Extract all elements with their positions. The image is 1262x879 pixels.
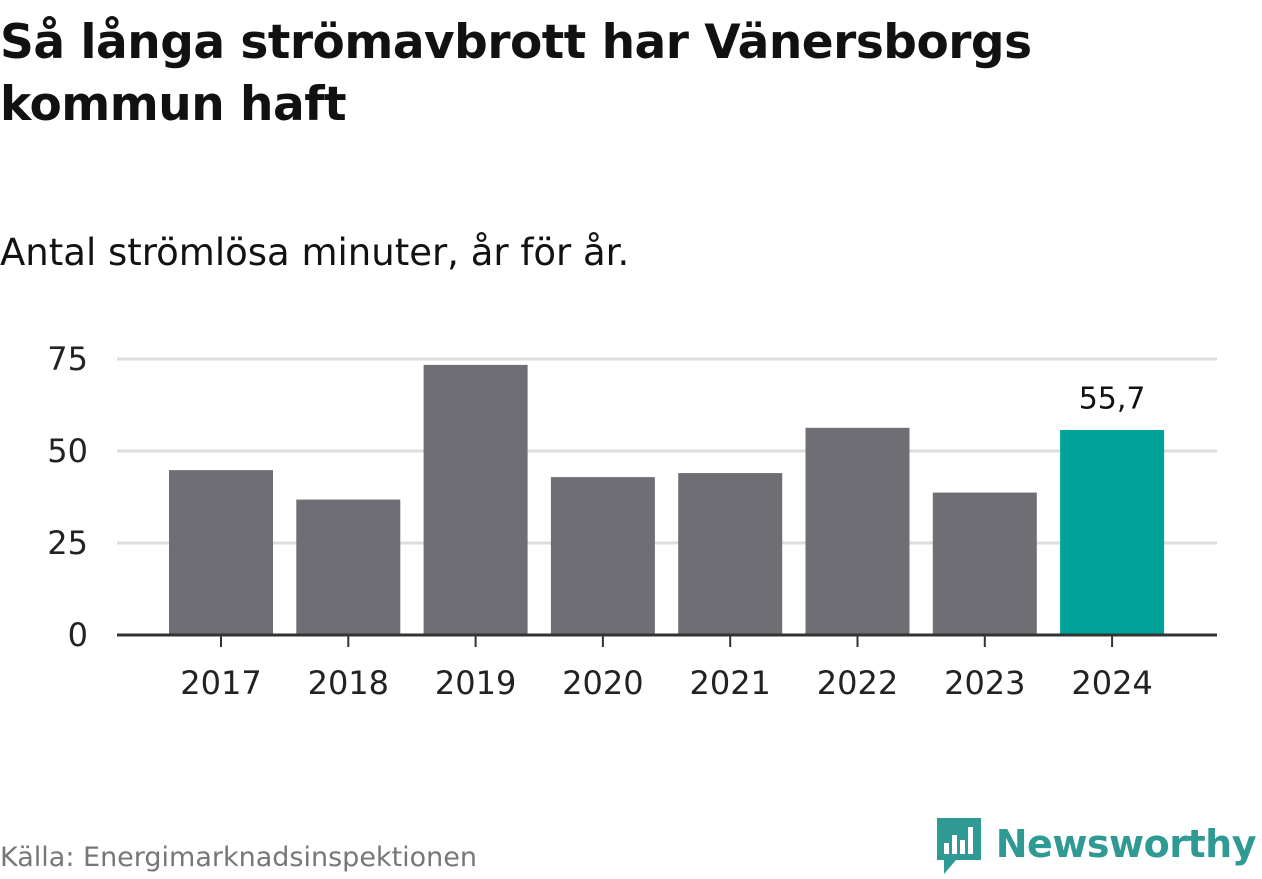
y-tick-label: 50 — [47, 432, 88, 470]
bar-chart: 0 25 50 75 2017 2018 2019 2020 2021 2022 2023 2024… — [47, 340, 1217, 702]
x-tick-label: 2021 — [689, 664, 770, 702]
data-labels: 55,7 — [1079, 382, 1146, 417]
bar-2020 — [550, 477, 655, 635]
brand: Newsworthy — [934, 816, 1257, 878]
x-axis-tick-labels: 2017 2018 2019 2020 2021 2022 2023 2024 — [180, 664, 1153, 702]
bar-2021 — [678, 473, 783, 635]
x-tick-label: 2024 — [1071, 664, 1152, 702]
bar-2018 — [296, 499, 401, 635]
bar-2024 — [1060, 430, 1165, 635]
gridlines — [117, 357, 1217, 545]
chart-subtitle: Antal strömlösa minuter, år för år. — [0, 231, 630, 274]
y-tick-label: 25 — [47, 524, 88, 562]
bar-2022 — [805, 427, 910, 635]
chart-title: Så långa strömavbrott har Vänersborgs ko… — [0, 15, 1032, 132]
bar-2019 — [423, 364, 528, 635]
bars — [169, 364, 1165, 635]
x-tick-label: 2023 — [944, 664, 1025, 702]
brand-name: Newsworthy — [995, 822, 1257, 866]
x-axis — [117, 633, 1217, 647]
newsworthy-logo-icon — [936, 818, 981, 874]
x-tick-label: 2019 — [435, 664, 516, 702]
x-tick-label: 2020 — [562, 664, 643, 702]
x-tick-label: 2018 — [308, 664, 389, 702]
source-note: Källa: Energimarknadsinspektionen — [0, 842, 478, 873]
y-tick-label: 0 — [68, 616, 88, 654]
x-tick-label: 2017 — [180, 664, 261, 702]
bar-2023 — [932, 492, 1037, 635]
data-label-2024: 55,7 — [1079, 382, 1146, 417]
y-tick-label: 75 — [47, 340, 88, 378]
bar-2017 — [169, 470, 273, 635]
y-axis-tick-labels: 0 25 50 75 — [47, 340, 88, 654]
x-tick-label: 2022 — [817, 664, 898, 702]
